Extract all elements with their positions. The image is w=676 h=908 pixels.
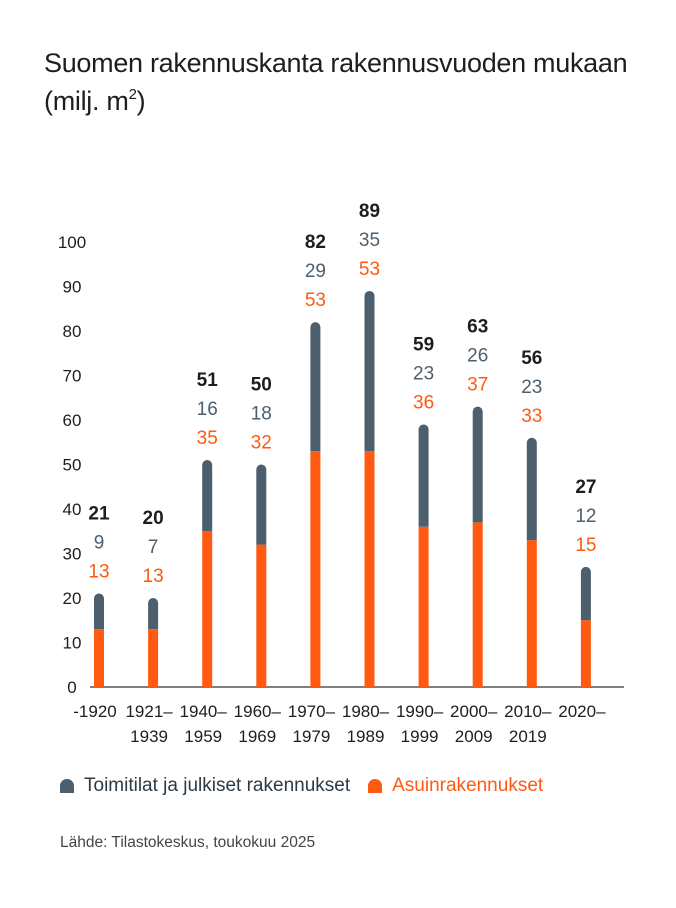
x-tick-label-line2: 2009 bbox=[455, 727, 493, 746]
y-tick-label: 30 bbox=[63, 545, 82, 564]
legend-item-commercial: Toimitilat ja julkiset rakennukset bbox=[60, 775, 350, 797]
data-label-residential: 36 bbox=[413, 392, 434, 413]
data-label-commercial: 12 bbox=[575, 506, 596, 527]
data-label-residential: 35 bbox=[197, 428, 218, 449]
x-tick-label: 2010– bbox=[504, 702, 552, 721]
data-label-commercial: 23 bbox=[413, 363, 434, 384]
data-label-residential: 13 bbox=[88, 562, 109, 583]
title-main: Suomen rakennuskanta rakennusvuoden muka… bbox=[44, 48, 628, 78]
bar-residential bbox=[526, 540, 537, 687]
bar-commercial bbox=[148, 598, 159, 630]
y-tick-label: 10 bbox=[63, 634, 82, 653]
data-label-total: 27 bbox=[575, 477, 596, 498]
data-label-total: 89 bbox=[359, 201, 380, 222]
x-tick-label-line2: 1939 bbox=[130, 727, 168, 746]
y-tick-label: 60 bbox=[63, 411, 82, 430]
data-label-commercial: 9 bbox=[94, 533, 105, 554]
data-label-commercial: 23 bbox=[521, 377, 542, 398]
y-tick-label: 20 bbox=[63, 589, 82, 608]
data-label-residential: 32 bbox=[251, 433, 272, 454]
data-label-total: 63 bbox=[467, 317, 488, 338]
data-label-residential: 15 bbox=[575, 535, 596, 556]
data-label-total: 50 bbox=[251, 375, 272, 396]
x-tick-label: 1990– bbox=[396, 702, 444, 721]
bar-commercial bbox=[418, 424, 429, 527]
bar-residential bbox=[364, 451, 375, 687]
bar-commercial bbox=[472, 406, 483, 523]
bar-residential bbox=[310, 451, 321, 687]
chart-title: Suomen rakennuskanta rakennusvuoden muka… bbox=[44, 44, 654, 120]
data-label-total: 59 bbox=[413, 334, 434, 355]
y-tick-label: 80 bbox=[63, 322, 82, 341]
legend-label-commercial: Toimitilat ja julkiset rakennukset bbox=[84, 775, 351, 796]
data-label-commercial: 18 bbox=[251, 404, 272, 425]
x-tick-label-line2: 1999 bbox=[401, 727, 439, 746]
data-label-commercial: 35 bbox=[359, 230, 380, 251]
x-tick-label-line2: 2019 bbox=[509, 727, 547, 746]
bar-residential bbox=[256, 544, 267, 687]
y-tick-label: 100 bbox=[58, 233, 86, 252]
bar-commercial bbox=[94, 593, 104, 630]
bar-commercial bbox=[580, 566, 591, 621]
x-tick-label: 2020– bbox=[558, 702, 606, 721]
bar-residential bbox=[94, 629, 104, 687]
x-tick-label: 1960– bbox=[234, 702, 282, 721]
x-tick-label: -1920 bbox=[73, 702, 116, 721]
x-tick-label-line2: 1989 bbox=[347, 727, 385, 746]
stacked-bar-chart: 010203040506070809010013921-192013720192… bbox=[58, 201, 624, 746]
bar-commercial bbox=[256, 464, 267, 545]
bar-residential bbox=[472, 522, 483, 687]
y-tick-label: 70 bbox=[63, 367, 82, 386]
bar-commercial bbox=[202, 460, 213, 532]
title-unit-suffix: ) bbox=[136, 86, 146, 116]
y-tick-label: 0 bbox=[67, 678, 76, 697]
data-label-residential: 53 bbox=[359, 259, 380, 280]
x-tick-label: 1980– bbox=[342, 702, 390, 721]
legend: Toimitilat ja julkiset rakennukset Asuin… bbox=[60, 773, 561, 799]
data-label-total: 82 bbox=[305, 232, 326, 253]
bar-residential bbox=[202, 531, 213, 687]
data-label-total: 56 bbox=[521, 348, 542, 369]
y-tick-label: 50 bbox=[63, 456, 82, 475]
x-tick-label: 1970– bbox=[288, 702, 336, 721]
data-label-residential: 33 bbox=[521, 406, 542, 427]
source-note: Lähde: Tilastokeskus, toukokuu 2025 bbox=[60, 834, 316, 851]
title-unit-prefix: (milj. m bbox=[44, 86, 129, 116]
legend-item-residential: Asuinrakennukset bbox=[368, 775, 543, 797]
title-unit-sup: 2 bbox=[128, 86, 137, 103]
y-tick-label: 40 bbox=[63, 500, 82, 519]
data-label-total: 20 bbox=[143, 508, 164, 529]
data-label-commercial: 29 bbox=[305, 261, 326, 282]
data-label-commercial: 26 bbox=[467, 346, 488, 367]
data-label-residential: 53 bbox=[305, 290, 326, 311]
data-label-residential: 13 bbox=[143, 566, 164, 587]
y-tick-label: 90 bbox=[63, 278, 82, 297]
data-label-commercial: 7 bbox=[148, 537, 159, 558]
x-tick-label-line2: 1959 bbox=[184, 727, 222, 746]
data-label-commercial: 16 bbox=[197, 399, 218, 420]
bar-residential bbox=[580, 620, 591, 687]
bar-commercial bbox=[526, 437, 537, 541]
x-tick-label-line2: 1979 bbox=[292, 727, 330, 746]
data-label-total: 51 bbox=[197, 370, 219, 391]
bar-commercial bbox=[364, 290, 375, 452]
x-tick-label: 1921– bbox=[125, 702, 173, 721]
legend-swatch-commercial bbox=[60, 779, 74, 793]
x-tick-label: 2000– bbox=[450, 702, 498, 721]
x-tick-label: 1940– bbox=[180, 702, 228, 721]
bar-residential bbox=[418, 526, 429, 687]
legend-swatch-residential bbox=[368, 779, 383, 793]
x-tick-label-line2: 1969 bbox=[238, 727, 276, 746]
legend-label-residential: Asuinrakennukset bbox=[392, 775, 544, 796]
bar-commercial bbox=[310, 322, 321, 452]
bar-residential bbox=[148, 629, 159, 687]
data-label-total: 21 bbox=[88, 504, 110, 525]
data-label-residential: 37 bbox=[467, 375, 488, 396]
